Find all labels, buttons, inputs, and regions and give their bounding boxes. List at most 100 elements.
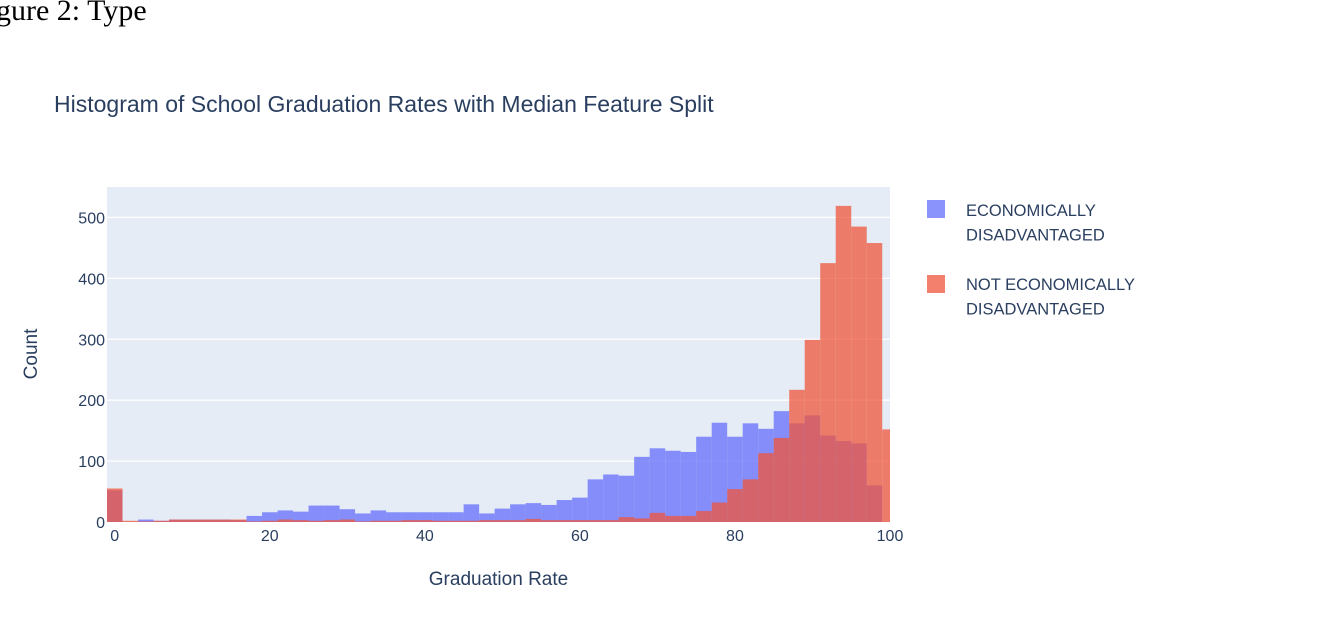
histogram-bar[interactable] — [107, 488, 123, 523]
histogram-bar[interactable] — [773, 437, 790, 522]
histogram-bar[interactable] — [463, 504, 480, 522]
histogram-bar[interactable] — [153, 520, 170, 522]
legend-label: NOT ECONOMICALLY DISADVANTAGED — [966, 276, 1135, 319]
histogram-bar[interactable] — [308, 505, 325, 522]
histogram-bar[interactable] — [479, 520, 495, 522]
histogram-bar[interactable] — [711, 422, 728, 522]
histogram-bar[interactable] — [556, 500, 573, 522]
y-tick-label: 200 — [78, 393, 105, 410]
figure-caption: gure 2: Type — [0, 0, 147, 27]
histogram-bar[interactable] — [618, 517, 635, 522]
histogram-bar[interactable] — [293, 511, 309, 522]
histogram-bar[interactable] — [339, 509, 356, 522]
histogram-bar[interactable] — [386, 512, 402, 522]
histogram-bar[interactable] — [370, 510, 387, 522]
histogram-bar[interactable] — [184, 519, 201, 522]
histogram-bar[interactable] — [618, 475, 635, 522]
histogram-bar[interactable] — [758, 453, 774, 522]
histogram-bar[interactable] — [851, 226, 867, 522]
histogram-bar[interactable] — [603, 520, 619, 522]
histogram-bar[interactable] — [417, 512, 433, 522]
histogram-bar[interactable] — [742, 479, 759, 522]
histogram-bar[interactable] — [665, 450, 681, 522]
x-tick-label: 0 — [110, 528, 119, 545]
histogram-bar[interactable] — [510, 520, 526, 522]
histogram-bar[interactable] — [308, 520, 325, 522]
histogram-bar[interactable] — [277, 510, 294, 522]
y-tick-label: 500 — [78, 210, 105, 227]
x-axis-ticks: 0 20 40 60 80 100 — [110, 528, 903, 545]
histogram-bar[interactable] — [246, 515, 263, 522]
histogram-bar[interactable] — [711, 502, 728, 522]
histogram-bar[interactable] — [510, 504, 526, 522]
histogram-bar[interactable] — [587, 520, 604, 522]
histogram-bar[interactable] — [463, 520, 480, 522]
histogram-bar[interactable] — [835, 205, 852, 522]
histogram-bar[interactable] — [820, 263, 836, 522]
histogram-bar[interactable] — [727, 489, 743, 522]
histogram-bar[interactable] — [293, 520, 309, 522]
series-not-economically-disadvantaged — [107, 205, 890, 523]
histogram-bar[interactable] — [448, 520, 464, 522]
legend-item-not-economically-disadvantaged[interactable]: NOT ECONOMICALLY DISADVANTAGED — [927, 275, 1135, 319]
histogram-bar[interactable] — [231, 519, 247, 522]
histogram-bar[interactable] — [370, 520, 387, 522]
legend-swatch — [927, 275, 945, 293]
histogram-bar[interactable] — [634, 456, 650, 522]
histogram-bar[interactable] — [572, 520, 588, 522]
histogram-bar[interactable] — [386, 520, 402, 522]
histogram-bar[interactable] — [587, 479, 604, 522]
histogram-bar[interactable] — [494, 520, 511, 522]
histogram-bar[interactable] — [494, 508, 511, 522]
histogram-bar[interactable] — [324, 520, 340, 522]
histogram-bar[interactable] — [649, 512, 666, 522]
histogram-bar[interactable] — [432, 512, 449, 522]
histogram-bar[interactable] — [448, 512, 464, 522]
histogram-bar[interactable] — [122, 520, 139, 522]
histogram-bar[interactable] — [603, 474, 619, 522]
histogram-bar[interactable] — [804, 339, 821, 522]
histogram-bar[interactable] — [262, 512, 278, 522]
histogram-bar[interactable] — [138, 519, 154, 522]
histogram-bar[interactable] — [556, 520, 573, 522]
histogram-bar[interactable] — [324, 505, 340, 522]
histogram-bar[interactable] — [339, 519, 356, 522]
histogram-bar[interactable] — [479, 513, 495, 522]
histogram-bar[interactable] — [401, 520, 418, 522]
histogram-bar[interactable] — [277, 519, 294, 522]
y-tick-label: 300 — [78, 332, 105, 349]
histogram-bar[interactable] — [169, 519, 185, 522]
histogram-bar[interactable] — [882, 429, 890, 522]
histogram-bar[interactable] — [866, 243, 883, 522]
histogram-bar[interactable] — [696, 511, 712, 522]
legend-item-economically-disadvantaged[interactable]: ECONOMICALLY DISADVANTAGED — [927, 200, 1105, 245]
histogram-bar[interactable] — [200, 519, 216, 522]
histogram-bar[interactable] — [634, 518, 650, 522]
histogram-bar[interactable] — [262, 520, 278, 522]
histogram-bar[interactable] — [572, 497, 588, 522]
y-tick-label: 400 — [78, 271, 105, 288]
histogram-bar[interactable] — [696, 436, 712, 522]
histogram-bar[interactable] — [665, 515, 681, 522]
x-axis-title: Graduation Rate — [429, 569, 568, 590]
histogram-bar[interactable] — [525, 518, 542, 522]
histogram-bar[interactable] — [417, 520, 433, 522]
histogram-bar[interactable] — [541, 520, 557, 522]
histogram-bar[interactable] — [680, 451, 697, 522]
histogram-bar[interactable] — [401, 512, 418, 522]
histogram-bar[interactable] — [215, 519, 232, 522]
histogram-bar[interactable] — [138, 521, 154, 522]
histogram-bar[interactable] — [355, 513, 371, 522]
y-tick-label: 0 — [96, 515, 105, 532]
histogram-bar[interactable] — [649, 448, 666, 522]
y-tick-label: 100 — [78, 454, 105, 471]
histogram-bar[interactable] — [525, 503, 542, 522]
histogram-bar[interactable] — [541, 504, 557, 522]
histogram-bar[interactable] — [246, 521, 263, 522]
histogram-bar[interactable] — [789, 389, 805, 522]
histogram-bar[interactable] — [355, 521, 371, 522]
histogram-bar[interactable] — [432, 520, 449, 522]
legend-swatch — [927, 200, 945, 218]
histogram-bar[interactable] — [680, 515, 697, 522]
y-axis-ticks: 0 100 200 300 400 500 — [78, 210, 105, 532]
